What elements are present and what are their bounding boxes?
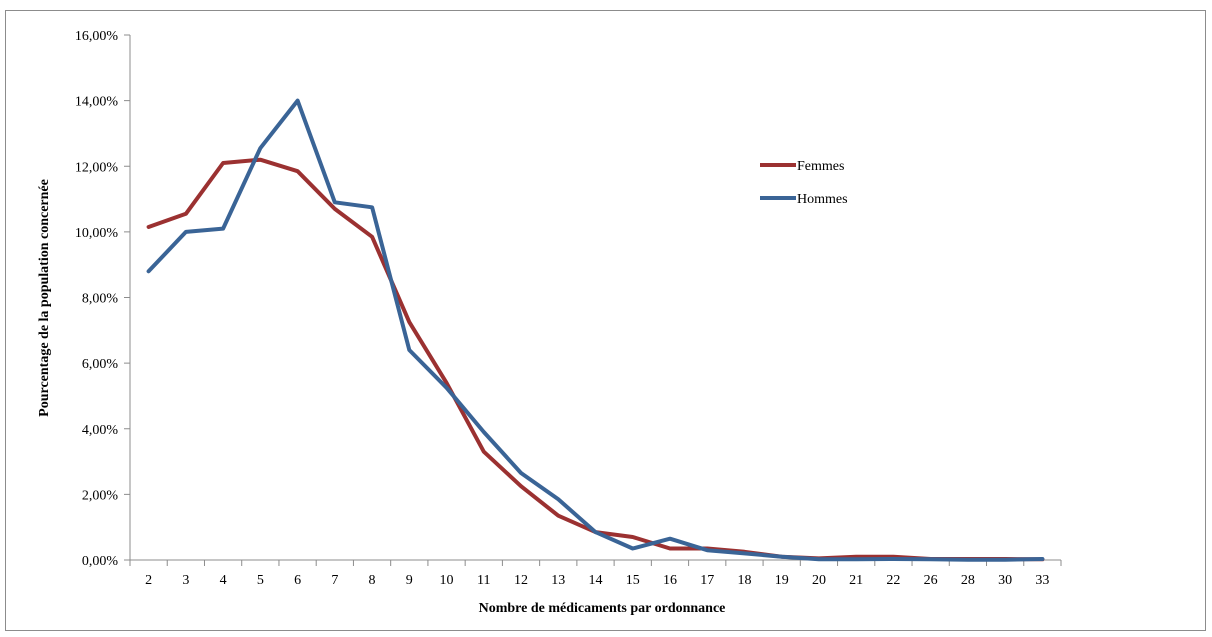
x-tick-label: 10 — [440, 573, 454, 588]
y-tick-label: 4,00% — [82, 423, 119, 438]
x-tick-label: 12 — [514, 573, 528, 588]
y-tick-label: 16,00% — [75, 29, 119, 44]
x-tick-label: 22 — [886, 573, 900, 588]
x-tick-label: 9 — [406, 573, 413, 588]
x-tick-label: 16 — [663, 573, 677, 588]
x-tick-label: 7 — [331, 573, 338, 588]
x-tick-label: 30 — [998, 573, 1012, 588]
x-tick-label: 17 — [700, 573, 714, 588]
x-tick-label: 8 — [369, 573, 376, 588]
x-tick-label: 20 — [812, 573, 826, 588]
y-tick-label: 6,00% — [82, 357, 119, 372]
legend: Femmes Hommes — [760, 159, 848, 207]
x-tick-label: 3 — [182, 573, 189, 588]
chart-frame — [5, 10, 1206, 631]
x-tick-label: 14 — [589, 573, 603, 588]
x-tick-label: 21 — [849, 573, 863, 588]
y-tick-label: 10,00% — [75, 226, 119, 241]
y-tick-label: 12,00% — [75, 160, 119, 175]
legend-label-hommes: Hommes — [797, 192, 848, 207]
y-tick-label: 8,00% — [82, 292, 119, 307]
y-tick-label: 14,00% — [75, 95, 119, 110]
x-tick-label: 5 — [257, 573, 264, 588]
y-axis-title: Pourcentage de la population concernée — [37, 179, 52, 417]
legend-label-femmes: Femmes — [797, 159, 844, 174]
x-tick-label: 2 — [145, 573, 152, 588]
x-tick-label: 13 — [551, 573, 565, 588]
x-axis-title: Nombre de médicaments par ordonnance — [479, 601, 726, 616]
y-tick-label: 2,00% — [82, 488, 119, 503]
x-tick-label: 19 — [775, 573, 789, 588]
y-tick-label: 0,00% — [82, 554, 119, 569]
series-line-hommes — [146, 98, 1045, 562]
x-axis-ticks: 2 3 4 5 6 7 8 9 10 11 12 13 14 15 16 17 18 19 20 21 22 26 28 30… — [129, 560, 1062, 588]
x-tick-label: 28 — [961, 573, 975, 588]
x-tick-label: 33 — [1035, 573, 1049, 588]
x-tick-label: 11 — [477, 573, 490, 588]
series-lines — [146, 98, 1045, 562]
x-tick-label: 6 — [294, 573, 301, 588]
x-tick-label: 15 — [626, 573, 640, 588]
y-axis-ticks: 0,00% 2,00% 4,00% 6,00% 8,00% 10,00% 12,00% 14,… — [75, 29, 130, 569]
x-tick-label: 4 — [220, 573, 227, 588]
x-tick-label: 18 — [737, 573, 751, 588]
x-tick-label: 26 — [924, 573, 938, 588]
